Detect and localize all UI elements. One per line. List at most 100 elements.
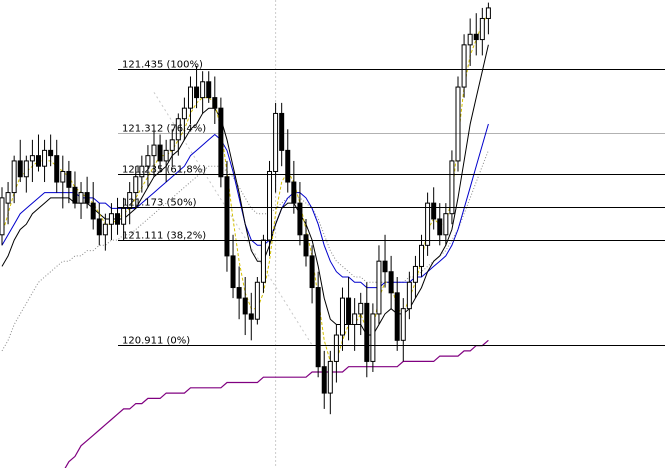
candle: [364, 282, 370, 378]
candle-body-bear: [279, 112, 285, 151]
candle-body-bear: [66, 170, 72, 188]
candle-body-bull: [42, 149, 48, 167]
candle-body-bull: [443, 213, 449, 236]
candle-body-bull: [102, 223, 108, 236]
candle-body-bull: [108, 213, 114, 225]
candle: [242, 277, 248, 336]
candle-body-bull: [327, 360, 333, 394]
ma-purple-line: [64, 339, 489, 468]
candle: [5, 182, 11, 225]
candle: [108, 203, 114, 241]
candle: [321, 350, 327, 409]
candle-body-bull: [200, 81, 206, 99]
candle: [260, 234, 266, 293]
candle: [187, 76, 193, 124]
candle: [248, 292, 254, 341]
candle: [382, 234, 388, 288]
candle: [309, 245, 315, 304]
candle-body-bear: [315, 287, 321, 368]
candle-body-bull: [29, 155, 35, 162]
candle-body-bull: [175, 118, 181, 141]
candle-body-bear: [115, 213, 121, 225]
candle: [443, 203, 449, 246]
fib-level-label: 121.312 (76.4%): [122, 124, 206, 135]
candle-body-bull: [467, 33, 473, 46]
candle: [297, 182, 303, 246]
candle: [485, 2, 491, 35]
candle-body-bull: [449, 160, 455, 215]
candle: [449, 150, 455, 225]
candle: [388, 255, 394, 309]
fib-level-label: 121.111 (38,2%): [122, 231, 206, 242]
candle-body-bear: [194, 86, 200, 99]
candle-body-bear: [206, 81, 212, 99]
candle-body-bear: [72, 186, 78, 204]
candle-body-bull: [23, 160, 29, 178]
candle: [461, 34, 467, 98]
candle: [78, 182, 84, 219]
candle: [400, 298, 406, 362]
candle: [479, 7, 485, 56]
candle-body-bull: [425, 202, 431, 246]
candle-body-bear: [297, 202, 303, 236]
candle: [169, 129, 175, 167]
candle-body-bear: [346, 297, 352, 325]
fib-level-label: 121.235 (61,8%): [122, 165, 206, 176]
candle: [60, 155, 66, 209]
candle: [212, 76, 218, 124]
fib-level-label: 121.435 (100%): [122, 60, 203, 71]
candle: [54, 139, 60, 193]
candle: [230, 234, 236, 299]
candle: [346, 277, 352, 341]
candle: [412, 255, 418, 299]
candle-body-bear: [388, 271, 394, 294]
candle: [42, 139, 48, 183]
candle-body-bull: [412, 265, 418, 283]
candle: [175, 113, 181, 156]
candle-body-bear: [54, 155, 60, 183]
candle: [315, 271, 321, 378]
candle-body-bull: [406, 281, 412, 310]
candle-body-bear: [96, 218, 102, 236]
candle: [419, 234, 425, 278]
candle: [291, 160, 297, 214]
candle-body-bear: [224, 176, 230, 257]
candle: [115, 197, 121, 235]
candle: [425, 192, 431, 256]
candle-body-bull: [370, 313, 376, 362]
candle: [194, 65, 200, 109]
candle-body-bull: [260, 239, 266, 283]
candle-body-bear: [285, 149, 291, 183]
candle-body-bear: [303, 234, 309, 257]
candle-body-bull: [5, 192, 11, 204]
candle-body-bear: [248, 313, 254, 320]
candle-body-bear: [321, 366, 327, 394]
candle: [163, 139, 169, 183]
candle: [96, 203, 102, 246]
candle: [376, 245, 382, 325]
candle-body-bull: [133, 176, 139, 194]
candle: [0, 187, 5, 246]
candle-body-bull: [11, 160, 17, 194]
candle: [66, 160, 72, 204]
candle-body-bull: [376, 260, 382, 315]
candle: [358, 292, 364, 336]
candle: [17, 139, 23, 183]
candle: [327, 350, 333, 415]
fib-level-label: 121.173 (50%): [122, 198, 197, 209]
candle-body-bear: [473, 33, 479, 41]
candle-body-bear: [309, 255, 315, 289]
candle-body-bull: [267, 170, 273, 241]
candle: [224, 160, 230, 272]
candle: [72, 171, 78, 209]
candle-body-bull: [78, 192, 84, 204]
candle: [236, 266, 242, 320]
candle-body-bear: [242, 297, 248, 315]
candle: [23, 155, 29, 193]
candle: [84, 176, 90, 209]
candle: [200, 71, 206, 114]
candle: [102, 213, 108, 251]
candle-body-bear: [364, 302, 370, 362]
candle: [455, 76, 461, 172]
